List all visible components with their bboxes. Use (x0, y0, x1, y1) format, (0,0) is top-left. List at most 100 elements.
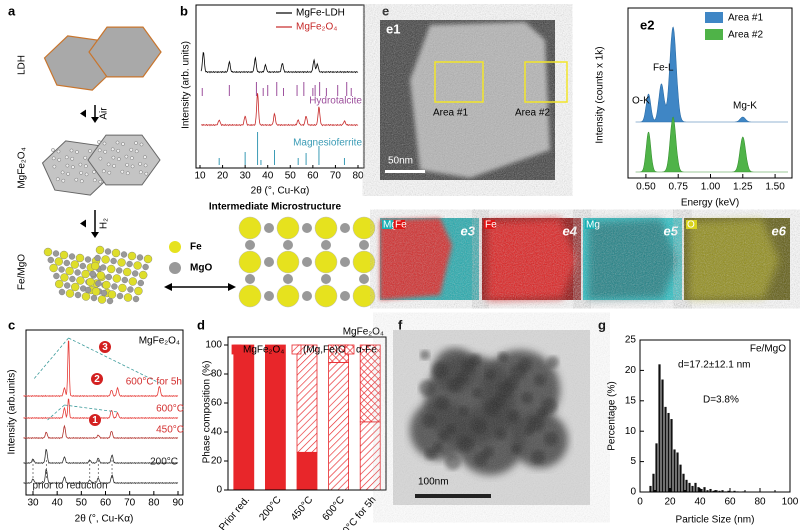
ldh-plate (88, 26, 162, 78)
atom (47, 256, 54, 264)
condition-label: 600°C for 5h (126, 377, 182, 388)
annotation: D=3.8% (703, 395, 739, 406)
map-label: e4 (563, 223, 578, 238)
histogram-bar (718, 490, 721, 492)
step-marker-text: 2 (94, 374, 100, 385)
atom (101, 255, 110, 264)
atom (90, 294, 98, 302)
map-label: e5 (664, 223, 679, 238)
legend-mgo (169, 262, 181, 274)
histogram-bar (661, 379, 664, 492)
y-tick-label: 80 (211, 369, 223, 380)
legend-swatch (344, 344, 355, 355)
x-tick-label: 20 (217, 171, 229, 182)
histogram-bar (697, 487, 700, 492)
mgo-atom (283, 274, 293, 284)
y-tick-label: 20 (625, 365, 637, 376)
histogram-bar (664, 406, 667, 492)
step-marker (99, 341, 111, 353)
legend-text: Area #1 (728, 13, 763, 24)
pore (57, 157, 62, 162)
atom (137, 279, 145, 287)
pore (84, 172, 89, 177)
mgo-atom (340, 223, 350, 233)
bar-segment (233, 344, 255, 491)
pore (97, 140, 101, 144)
step-label: H₂ (99, 218, 110, 229)
plot-title: Fe/MgO (750, 344, 786, 355)
legend-fe (169, 241, 181, 253)
pore (107, 170, 112, 175)
atom (116, 292, 124, 300)
element-tag (686, 220, 697, 229)
atom (133, 261, 142, 270)
map-noise (684, 218, 790, 300)
atom (96, 271, 106, 280)
fe-atom (314, 284, 338, 308)
element-tag (382, 220, 393, 229)
y-tick-label: 100 (205, 340, 222, 351)
fe-atom (352, 216, 376, 240)
x-tick-label: 60 (307, 171, 319, 182)
x-tick-label: 60 (724, 497, 736, 508)
pore (98, 156, 103, 161)
x-tick-label: 10 (194, 171, 206, 182)
histogram-bar (733, 490, 736, 492)
y-tick-label: 0 (216, 485, 222, 496)
y-tick-label: 0 (630, 487, 636, 498)
x-tick-label: 80 (352, 171, 364, 182)
fe-atom (314, 216, 338, 240)
atom (58, 266, 65, 273)
atom (81, 269, 90, 279)
pore (92, 178, 97, 183)
mgo-atom (340, 257, 350, 267)
atom (65, 289, 75, 298)
x-tick-label: 60 (100, 498, 112, 509)
pore (101, 169, 106, 174)
condition-label: 450°C (156, 425, 184, 436)
mgo-atom (283, 240, 293, 250)
legend-text: MgFe₂O₄ (243, 345, 284, 356)
histogram-bar (649, 485, 652, 492)
pore (129, 147, 134, 152)
scale-bar (415, 494, 491, 498)
histogram-bar (685, 479, 688, 492)
map-label: e6 (772, 223, 787, 238)
pore (112, 164, 116, 168)
legend-swatch (291, 344, 302, 355)
xrd-curve (23, 398, 179, 420)
x-tick-label: 40 (52, 498, 64, 509)
pore (56, 149, 61, 154)
arrow-head (164, 283, 172, 291)
axis-label: 2θ (°, Cu-Kα) (251, 186, 310, 197)
atom (106, 297, 114, 305)
atom (97, 295, 107, 304)
pore (144, 171, 149, 176)
pore (130, 156, 134, 160)
panel-label: c (8, 317, 15, 332)
legend-text: MgFe-LDH (296, 8, 345, 19)
atom (59, 250, 69, 260)
atom (117, 258, 126, 267)
x-tick-label: 0.50 (636, 182, 656, 193)
atom (86, 277, 95, 287)
peak-label: O-K (632, 96, 650, 107)
atom (76, 276, 85, 285)
pore (139, 142, 144, 147)
eds-area-1 (635, 26, 788, 123)
atom (79, 262, 87, 270)
panel-label: g (598, 317, 606, 332)
pore (55, 177, 60, 182)
mgo-atom (321, 274, 331, 284)
pore (61, 178, 66, 183)
histogram-bar (667, 412, 670, 492)
atom (94, 254, 101, 262)
xrd-ldh (200, 51, 359, 74)
atom (128, 277, 138, 286)
histogram-bar (721, 490, 724, 492)
xrd-curve (23, 448, 179, 465)
atom (105, 273, 113, 281)
atom (107, 290, 117, 299)
mgo-atom (264, 223, 274, 233)
atom (134, 286, 143, 296)
